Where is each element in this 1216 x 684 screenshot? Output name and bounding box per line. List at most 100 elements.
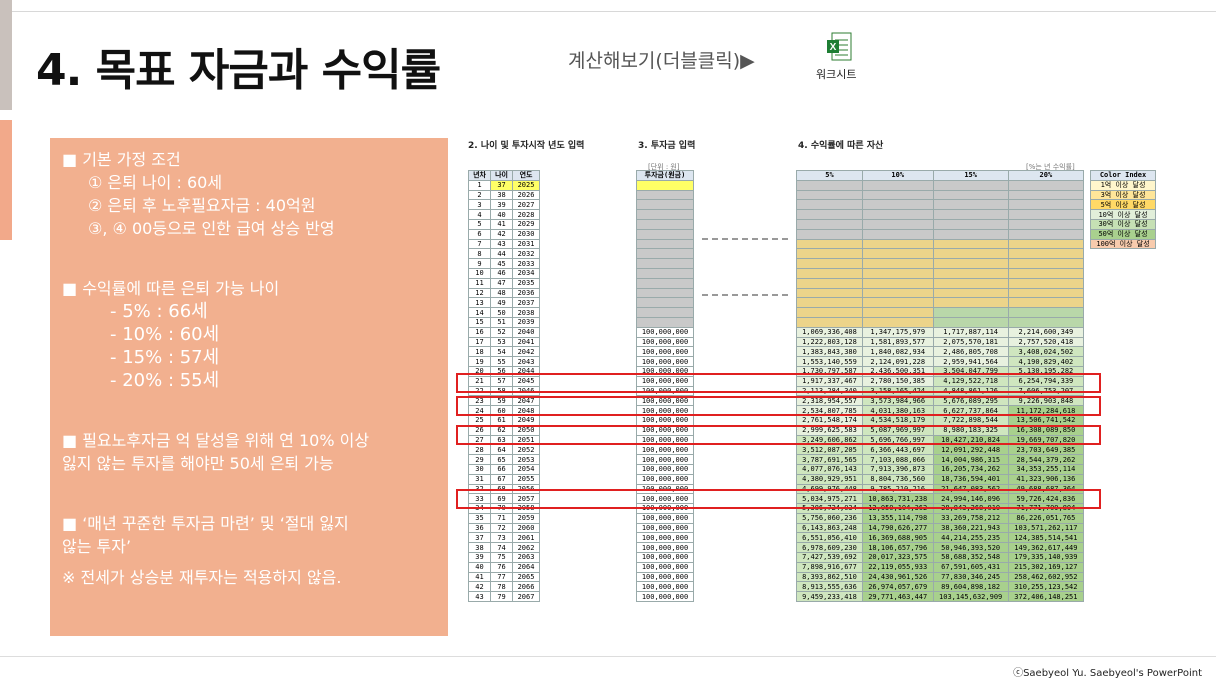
table-row: 7,898,916,677 22,119,055,933 67,591,605,43… (796, 561, 1085, 573)
table-cell: 1,553,140,559 (796, 356, 863, 367)
table-row (636, 189, 694, 201)
table-cell: 36 (467, 522, 492, 534)
table-cell: 100,000,000 (636, 473, 694, 485)
table-row: 1,069,336,408 1,347,175,979 1,717,887,114 2… (796, 326, 1085, 338)
header-cell: 5% (796, 170, 863, 181)
table-cell: 41,323,906,136 (1007, 473, 1085, 485)
panel-line: ① 은퇴 나이 : 60세 (88, 173, 223, 192)
table-cell: 100,000,000 (636, 444, 694, 456)
table-cell: 2025 (512, 179, 540, 191)
table-cell (1007, 218, 1085, 230)
table-row: 4,699,976,448 9,785,210,216 21,647,083,562… (796, 483, 1085, 495)
table-cell (796, 238, 863, 250)
header-row: 년차 나이 연도 (467, 170, 540, 181)
table-cell: 77 (490, 571, 514, 583)
table-row: 25 61 2049 (467, 414, 540, 426)
table-cell: 29,771,463,447 (861, 591, 934, 603)
table-cell: 2035 (512, 277, 540, 289)
table-cell: 24,430,961,526 (861, 571, 934, 583)
table-row: 100,000,000 (636, 532, 694, 544)
table-cell: 9,459,233,418 (796, 591, 863, 603)
table-cell: 14,790,626,277 (861, 522, 934, 534)
table-cell: 7,722,898,544 (932, 414, 1009, 426)
color-index-cell: 3억 이상 달성 (1090, 189, 1156, 201)
table-cell: 2032 (512, 248, 540, 260)
table-cell: 77,830,346,245 (932, 571, 1009, 583)
table-row: 100,000,000 (636, 356, 694, 367)
table-cell: 2029 (512, 218, 540, 230)
table-cell: 47 (490, 277, 514, 289)
table-cell (861, 316, 934, 328)
table-cell: 51 (490, 316, 514, 328)
table-cell: 2033 (512, 258, 540, 269)
table-cell: 6,366,443,697 (861, 444, 934, 456)
header-cell: 나이 (490, 170, 514, 181)
table-row: 100,000,000 (636, 444, 694, 456)
table-cell (636, 248, 694, 260)
table-cell: 44 (490, 248, 514, 260)
table-row: 2,761,548,174 4,534,518,179 7,722,898,544 1… (796, 414, 1085, 426)
table-cell (636, 179, 694, 191)
table-cell: 12 (467, 287, 492, 299)
table-cell (636, 209, 694, 220)
color-index-row: 100억 이상 달성 (1090, 238, 1156, 250)
table-cell: 5,756,060,236 (796, 512, 863, 524)
table-row: 100,000,000 (636, 571, 694, 583)
table-cell: 11 (467, 277, 492, 289)
table-cell (932, 199, 1009, 211)
table-cell: 2064 (512, 561, 540, 573)
table-cell: 100,000,000 (636, 463, 694, 475)
table-cell: 40 (467, 561, 492, 573)
table-cell: 1 (467, 179, 492, 191)
table-cell: 7 (467, 238, 492, 250)
table-row: 6,978,609,230 18,106,657,796 50,946,393,52… (796, 542, 1085, 554)
table-cell (1007, 238, 1085, 250)
table-row (796, 199, 1085, 211)
copyright-footer: ⓒSaebyeol Yu. Saebyeol's PowerPoint (1013, 668, 1202, 679)
panel-line: - 10% : 60세 (110, 324, 220, 345)
table-cell: 64 (490, 444, 514, 456)
table-cell: 179,335,140,939 (1007, 552, 1085, 563)
table-cell: 2,761,548,174 (796, 414, 863, 426)
table-cell: 215,302,169,127 (1007, 561, 1085, 573)
table-row: 2,113,284,340 3,158,165,424 4,848,861,126 7… (796, 385, 1085, 397)
table-cell (932, 179, 1009, 191)
table-cell: 100,000,000 (636, 326, 694, 338)
table-cell: 2031 (512, 238, 540, 250)
table-cell: 79 (490, 591, 514, 603)
excel-worksheet-icon[interactable]: X (826, 32, 852, 62)
table-cell: 2041 (512, 336, 540, 348)
table-cell: 3,787,691,565 (796, 454, 863, 465)
calc-link[interactable]: 계산해보기(더블클릭)▶ (568, 50, 755, 72)
table-row (796, 209, 1085, 220)
worksheet-image[interactable]: 2. 나이 및 투자시작 년도 입력 3. 투자금 입력 4. 수익률에 따른 … (466, 130, 1166, 660)
table-cell: 100,000,000 (636, 532, 694, 544)
table-cell: 2054 (512, 463, 540, 475)
arrow-indicator (702, 294, 788, 300)
panel-line: 않는 투자’ (62, 537, 132, 556)
table-row (796, 238, 1085, 250)
table-row (636, 287, 694, 299)
table-cell: 67 (490, 473, 514, 485)
table-row: 5 41 2029 (467, 218, 540, 230)
table-row: 3 39 2027 (467, 199, 540, 211)
table-cell: 73 (490, 532, 514, 544)
table-cell: 1,069,336,408 (796, 326, 863, 338)
table-cell (1007, 228, 1085, 240)
table-cell: 2042 (512, 346, 540, 358)
table-cell: 372,406,148,251 (1007, 591, 1085, 603)
table-row (796, 179, 1085, 191)
table-cell: 4,380,929,951 (796, 473, 863, 485)
table-row (796, 316, 1085, 328)
table-row: 28 64 2052 (467, 444, 540, 456)
color-index-cell: 10억 이상 달성 (1090, 209, 1156, 220)
table-row: 3,787,691,565 7,103,088,066 14,004,986,315… (796, 454, 1085, 465)
table-cell: 2036 (512, 287, 540, 299)
table-cell: 8,913,555,636 (796, 581, 863, 593)
table-cell (932, 248, 1009, 260)
table-cell: 7,427,539,692 (796, 552, 863, 563)
color-index-cell: 30억 이상 달성 (1090, 218, 1156, 230)
table-cell: 20,017,323,575 (861, 552, 934, 563)
table-row: 14 50 2038 (467, 307, 540, 318)
table-row: 19 55 2043 (467, 356, 540, 367)
